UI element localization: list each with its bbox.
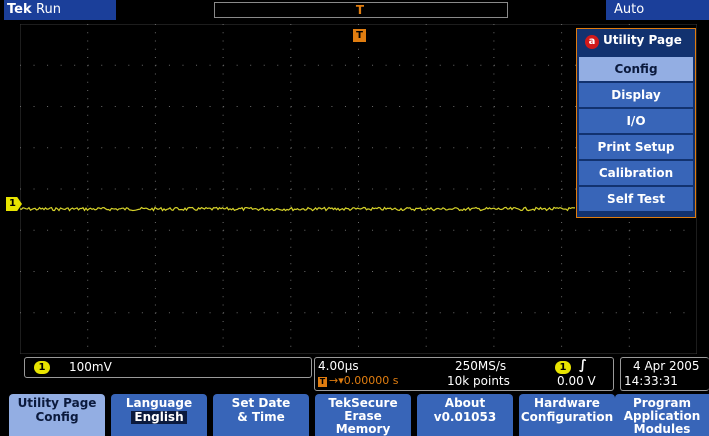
trigger-level: 0.00 V: [557, 374, 596, 388]
side-menu-item-io[interactable]: I/O: [579, 109, 693, 133]
trigger-position-icon[interactable]: T: [353, 29, 366, 42]
bottom-button-label: Language: [125, 396, 193, 410]
side-menu-item-display[interactable]: Display: [579, 83, 693, 107]
side-menu-item-config[interactable]: Config: [579, 57, 693, 81]
bottom-button-about[interactable]: About v0.01053: [417, 394, 513, 436]
bottom-button-label-line2: Application: [623, 409, 701, 423]
time-text: 14:33:31: [624, 374, 678, 388]
acquisition-run-state: Run: [32, 0, 116, 20]
horizontal-delay: →▾0.00000 s: [329, 374, 399, 387]
ch1-waveform-trace: [20, 206, 575, 212]
side-menu-a-icon: a: [585, 35, 599, 49]
record-length: 10k points: [447, 374, 510, 388]
utility-page-side-menu: a Utility Page Config Display I/O Print …: [576, 28, 696, 218]
ch1-vertical-scale: 100mV: [69, 360, 112, 374]
status-bar: Tek Run T Auto: [0, 0, 709, 22]
side-menu-title-label: Utility Page: [603, 33, 682, 47]
rising-slope-icon: ∫: [579, 358, 587, 373]
bottom-button-label-line3: Memory: [335, 422, 391, 436]
bottom-button-hardware-configuration[interactable]: Hardware Configuration: [519, 394, 615, 436]
ch1-badge: 1: [34, 361, 50, 374]
horizontal-scale: 4.00µs: [318, 359, 359, 373]
trigger-source-badge: 1: [555, 361, 571, 374]
bottom-button-label: About: [444, 396, 486, 410]
side-menu-item-self-test[interactable]: Self Test: [579, 187, 693, 211]
trigger-mode-status: Auto: [606, 0, 709, 20]
bottom-button-label: Set Date: [231, 396, 291, 410]
bottom-button-label-line2: & Time: [237, 410, 285, 424]
bottom-button-label-line2: Erase: [344, 409, 382, 423]
bottom-button-value: English: [131, 411, 187, 424]
side-menu-item-calibration[interactable]: Calibration: [579, 161, 693, 185]
bottom-button-label-line3: Modules: [633, 422, 691, 436]
date-text: 4 Apr 2005: [633, 359, 700, 373]
bottom-button-value: Config: [35, 410, 79, 424]
record-view-left-bracket: [214, 4, 215, 14]
sample-rate: 250MS/s: [455, 359, 507, 373]
bottom-button-teksecure-erase[interactable]: TekSecure Erase Memory: [315, 394, 411, 436]
trigger-point-marker: T: [355, 3, 365, 17]
timebase-trigger-readout[interactable]: 4.00µs 250MS/s T →▾0.00000 s 10k points …: [314, 357, 614, 391]
bottom-button-label: TekSecure: [328, 396, 398, 410]
bottom-button-label: Program: [632, 396, 692, 410]
bottom-button-program-application-modules[interactable]: Program Application Modules: [615, 394, 709, 436]
graticule-grid: [20, 24, 685, 347]
tek-logo: Tek: [4, 0, 35, 20]
side-menu-item-print-setup[interactable]: Print Setup: [579, 135, 693, 159]
ch1-ground-marker[interactable]: 1: [6, 197, 22, 211]
bottom-button-language[interactable]: Language English: [111, 394, 207, 436]
bottom-button-value: v0.01053: [433, 410, 497, 424]
bottom-button-utility-page[interactable]: Utility Page Config: [9, 394, 105, 436]
delay-t-icon: T: [318, 377, 327, 387]
bottom-button-label-line2: Configuration: [520, 410, 614, 424]
channel-readout[interactable]: 1 100mV: [24, 357, 312, 378]
side-menu-title: a Utility Page: [577, 29, 695, 55]
bottom-button-label: Utility Page: [17, 396, 97, 410]
bottom-button-set-date-time[interactable]: Set Date & Time: [213, 394, 309, 436]
date-time-readout: 4 Apr 2005 14:33:31: [620, 357, 709, 391]
record-view-right-bracket: [507, 4, 508, 14]
bottom-button-label: Hardware: [534, 396, 600, 410]
